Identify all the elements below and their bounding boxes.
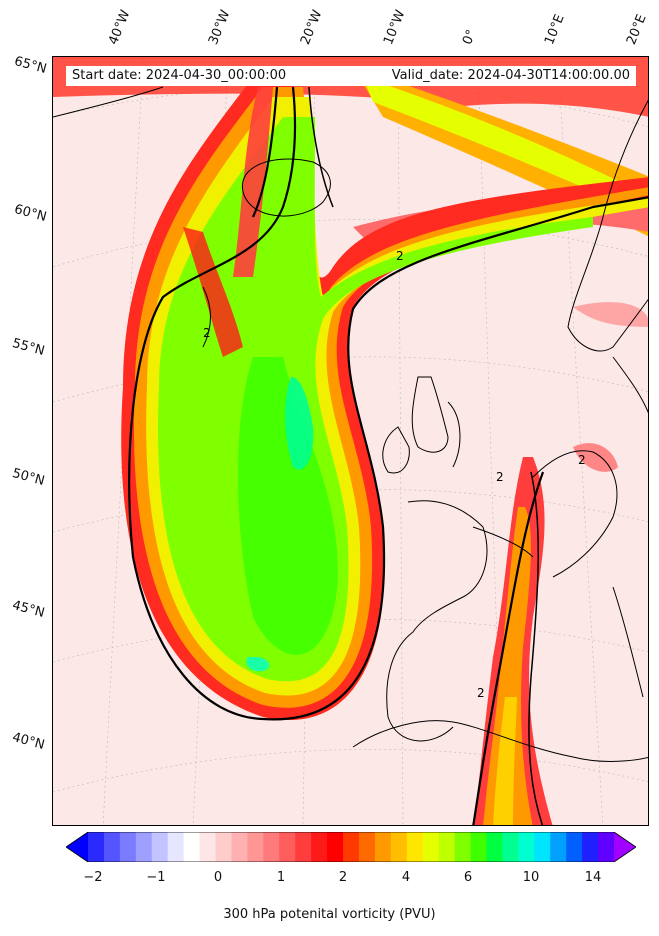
colorbar-tick: 10: [522, 870, 540, 885]
colorbar-segment: [582, 832, 599, 862]
colorbar-segment: [311, 832, 328, 862]
colorbar-extend-max: [614, 832, 636, 862]
lat-label-40n: 40°N: [10, 730, 47, 753]
colorbar-tick: 0: [213, 870, 223, 885]
lat-label-50n: 50°N: [10, 466, 47, 489]
valid-date: Valid_date: 2024-04-30T14:00:00.00: [391, 68, 630, 83]
colorbar-label: 300 hPa potenital vorticity (PVU): [223, 907, 436, 922]
lon-label-30w: 30°W: [206, 8, 234, 47]
colorbar-tick: 6: [463, 870, 473, 885]
colorbar-segment: [295, 832, 312, 862]
colorbar-tick: 2: [338, 870, 348, 885]
lon-label-0: 0°: [460, 27, 480, 47]
colorbar-segment: [343, 832, 360, 862]
contour-label: 2: [396, 249, 404, 263]
colorbar-tick: −2: [83, 870, 103, 885]
colorbar-segment: [279, 832, 296, 862]
colorbar-segment: [215, 832, 232, 862]
contour-label: 2: [496, 470, 504, 484]
colorbar-segment: [119, 832, 137, 862]
colorbar-segment: [199, 832, 217, 862]
lon-label-10e: 10°E: [542, 12, 568, 47]
colorbar-segment: [406, 832, 424, 862]
colorbar-segment: [167, 832, 185, 862]
colorbar-tick: 4: [401, 870, 411, 885]
lat-label-55n: 55°N: [10, 336, 47, 359]
colorbar-segment: [151, 832, 169, 862]
contour-label: 2: [203, 326, 211, 340]
pv-map-field: 2 2 2 2 2: [53, 57, 648, 825]
colorbar-tick: 1: [276, 870, 286, 885]
colorbar-segment: [438, 832, 456, 862]
colorbar-segment: [486, 832, 503, 862]
lon-label-40w: 40°W: [106, 8, 134, 47]
colorbar-segment: [263, 832, 280, 862]
pv2-contour-main: [128, 86, 648, 721]
lon-label-20e: 20°E: [624, 12, 650, 47]
lat-label-60n: 60°N: [12, 202, 49, 225]
colorbar-segment: [374, 832, 392, 862]
colorbar-segment: [390, 832, 408, 862]
colorbar-segment: [454, 832, 472, 862]
colorbar-segment: [422, 832, 440, 862]
colorbar-segment: [518, 832, 535, 862]
start-date: Start date: 2024-04-30_00:00:00: [72, 68, 287, 83]
colorbar-segment: [231, 832, 248, 862]
colorbar-segment: [88, 832, 105, 862]
colorbar-segment: [358, 832, 376, 862]
lon-label-20w: 20°W: [298, 8, 326, 47]
lon-label-10w: 10°W: [381, 8, 409, 47]
colorbar-segment: [470, 832, 487, 862]
lat-label-65n: 65°N: [12, 54, 49, 77]
colorbar-tick: 14: [584, 870, 602, 885]
coastlines: [53, 86, 648, 762]
colorbar-extend-min: [66, 832, 88, 862]
colorbar-segment: [598, 832, 615, 862]
colorbar-segment: [566, 832, 583, 862]
colorbar-segment: [534, 832, 551, 862]
contour-label: 2: [578, 453, 586, 467]
pv-map: 2 2 2 2 2: [52, 56, 649, 826]
colorbar: [66, 832, 636, 862]
lat-label-45n: 45°N: [10, 598, 47, 621]
colorbar-segment: [550, 832, 567, 862]
colorbar-tick: −1: [146, 870, 166, 885]
colorbar-segment: [103, 832, 121, 862]
date-info-box: Start date: 2024-04-30_00:00:00 Valid_da…: [66, 66, 636, 86]
contour-label: 2: [477, 686, 485, 700]
colorbar-segment: [502, 832, 519, 862]
colorbar-segment: [247, 832, 264, 862]
colorbar-segment: [327, 832, 344, 862]
colorbar-segment: [135, 832, 153, 862]
colorbar-segment: [183, 832, 201, 862]
